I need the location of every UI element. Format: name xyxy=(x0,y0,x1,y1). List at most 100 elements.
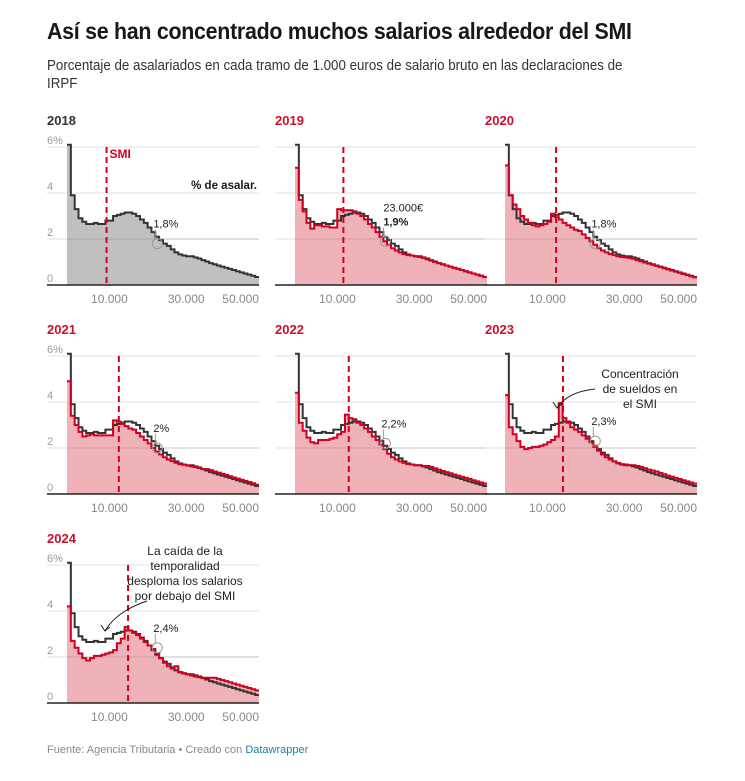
callout-value: 2% xyxy=(153,423,169,435)
panel-2023: 2023 10.000 30.000 50.000 2,3% Concentración d… xyxy=(485,322,700,522)
x-tick-label: 50.000 xyxy=(450,501,487,515)
x-tick-label: 30.000 xyxy=(396,501,433,515)
x-tick-label: 10.000 xyxy=(529,501,566,515)
y-tick-label: 2 xyxy=(47,645,53,657)
annotation-text: el SMI xyxy=(623,397,657,411)
panel-2019: 2019 10.000 30.000 50.000 23.000€ 1,9% xyxy=(275,113,490,313)
annotation-text: de sueldos en xyxy=(603,382,678,396)
callout-marker xyxy=(151,642,163,654)
panel-title: 2023 xyxy=(485,322,514,337)
series-2022-line xyxy=(295,391,487,485)
x-tick-label: 10.000 xyxy=(91,292,128,306)
panel-chart: 10.000 30.000 50.000 1,8% xyxy=(485,143,697,306)
panel-title: 2024 xyxy=(47,531,76,546)
datawrapper-link[interactable]: Datawrapper xyxy=(245,744,309,756)
callout-marker xyxy=(151,238,163,250)
area-fill xyxy=(295,167,487,285)
callout-label: 23.000€ xyxy=(383,202,423,214)
y-tick-label: 2 xyxy=(47,227,53,239)
annotation-text: La caída de la xyxy=(147,544,223,558)
x-tick-label: 50.000 xyxy=(660,501,697,515)
panel-title: 2022 xyxy=(275,322,304,337)
x-tick-label: 30.000 xyxy=(168,501,205,515)
area-fill xyxy=(505,165,697,285)
source-note: Fuente: Agencia Tributaria • Creado con xyxy=(47,744,246,756)
x-tick-label: 30.000 xyxy=(606,292,643,306)
panel-title: 2018 xyxy=(47,113,76,128)
arrowhead-icon xyxy=(100,624,111,632)
panel-2018: 2018 0 2 4 6% 10.000 30.000 50.000 SMI % de asala… xyxy=(47,113,262,313)
callout-marker xyxy=(379,437,391,449)
panel-title: 2019 xyxy=(275,113,304,128)
baseline-2018-line xyxy=(67,561,259,696)
x-tick-label: 50.000 xyxy=(222,710,259,724)
panel-title: 2021 xyxy=(47,322,76,337)
area-fill xyxy=(67,606,259,703)
x-tick-label: 10.000 xyxy=(319,501,356,515)
callout-value: 1,8% xyxy=(153,219,178,231)
chart-title: Así se han concentrado muchos salarios a… xyxy=(47,18,632,44)
baseline-2018-line xyxy=(505,352,697,487)
x-tick-label: 50.000 xyxy=(450,292,487,306)
y-tick-label: 4 xyxy=(47,599,53,611)
panel-2024: 2024 0 2 4 6% 10.000 30.000 50.000 2,4% La caída … xyxy=(47,531,262,731)
x-tick-label: 50.000 xyxy=(660,292,697,306)
panel-title: 2020 xyxy=(485,113,514,128)
series-2023-line xyxy=(505,394,697,485)
annotation-arrow xyxy=(556,388,596,409)
panel-chart: 10.000 30.000 50.000 23.000€ 1,9% xyxy=(275,143,487,306)
y-tick-label: 0 xyxy=(47,691,53,703)
callout-value: 2,4% xyxy=(153,623,178,635)
baseline-2018-line xyxy=(295,352,487,487)
area-fill xyxy=(67,381,259,494)
y-tick-label: 4 xyxy=(47,390,53,402)
x-tick-label: 10.000 xyxy=(91,501,128,515)
x-tick-label: 50.000 xyxy=(222,292,259,306)
panel-2020: 2020 10.000 30.000 50.000 1,8% xyxy=(485,113,700,313)
y-tick-label: 0 xyxy=(47,273,53,285)
annotation-text: Concentración xyxy=(601,367,678,381)
annotation-text: por debajo del SMI xyxy=(135,589,236,603)
area-fill xyxy=(505,395,697,494)
area-fill xyxy=(295,392,487,494)
series-2021-line xyxy=(67,380,259,486)
panel-chart: 0 2 4 6% 10.000 30.000 50.000 2% xyxy=(47,344,259,515)
series-2020-line xyxy=(505,164,697,279)
callout-value: 2,2% xyxy=(381,418,406,430)
series-2024-line xyxy=(67,605,259,692)
x-tick-label: 10.000 xyxy=(529,292,566,306)
y-tick-label: 2 xyxy=(47,436,53,448)
series-2019-line xyxy=(295,166,487,278)
area-fill xyxy=(67,144,259,285)
x-tick-label: 30.000 xyxy=(606,501,643,515)
annotation-text: desploma los salarios xyxy=(127,574,242,588)
callout-marker xyxy=(379,235,391,247)
unit-label: % de asalar. xyxy=(191,180,257,192)
callout-marker xyxy=(589,435,601,447)
smi-label: SMI xyxy=(110,147,131,161)
x-tick-label: 30.000 xyxy=(168,710,205,724)
y-tick-label: 6% xyxy=(47,344,63,356)
x-tick-label: 50.000 xyxy=(222,501,259,515)
y-tick-label: 6% xyxy=(47,135,63,147)
panel-2021: 2021 0 2 4 6% 10.000 30.000 50.000 2% xyxy=(47,322,262,522)
callout-marker xyxy=(151,442,163,454)
callout-marker xyxy=(589,238,601,250)
panel-chart: 0 2 4 6% 10.000 30.000 50.000 SMI % de asalar. 1,… xyxy=(47,135,259,306)
panel-chart: 0 2 4 6% 10.000 30.000 50.000 2,4% La caída de l… xyxy=(47,544,259,724)
x-tick-label: 30.000 xyxy=(168,292,205,306)
x-tick-label: 10.000 xyxy=(319,292,356,306)
y-tick-label: 4 xyxy=(47,181,53,193)
callout-value: 1,8% xyxy=(591,219,616,231)
y-tick-label: 6% xyxy=(47,553,63,565)
x-tick-label: 30.000 xyxy=(396,292,433,306)
annotation-text: temporalidad xyxy=(150,559,219,573)
panel-2022: 2022 10.000 30.000 50.000 2,2% xyxy=(275,322,490,522)
chart-subtitle: Porcentaje de asalariados en cada tramo … xyxy=(47,58,623,92)
panel-chart: 10.000 30.000 50.000 2,2% xyxy=(275,352,487,515)
callout-value: 2,3% xyxy=(591,416,616,428)
arrowhead-icon xyxy=(552,401,563,409)
annotation-arrow xyxy=(104,600,148,632)
callout-value: 1,9% xyxy=(383,216,408,228)
